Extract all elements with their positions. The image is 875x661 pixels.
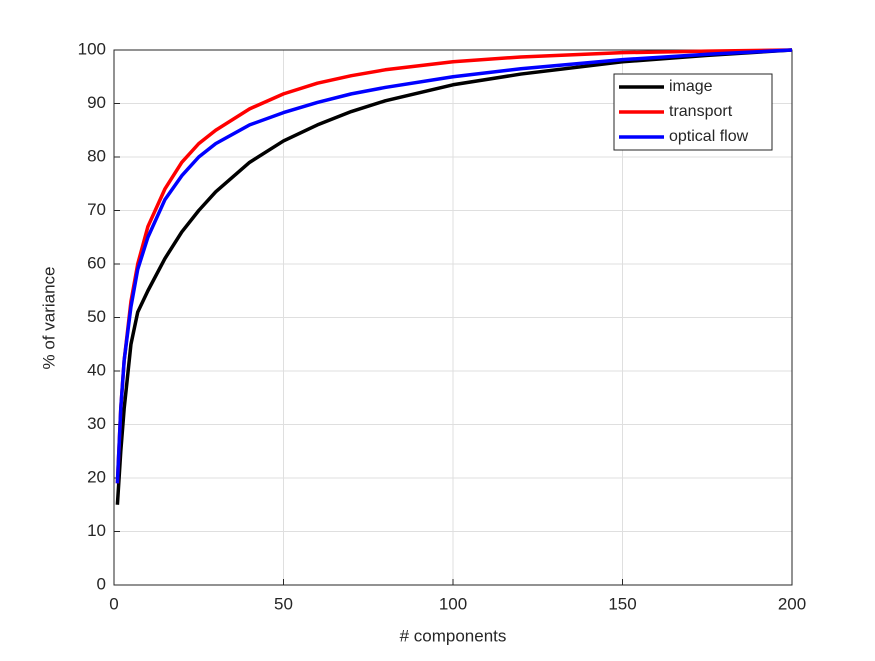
x-tick-label: 150 [608,594,636,613]
legend-label: transport [669,103,733,120]
line-series [115,48,793,505]
x-tick-label: 100 [439,594,467,613]
y-tick-label: 70 [87,200,106,219]
x-tick-label: 50 [274,594,293,613]
legend: image transport optical flow [613,73,773,151]
legend-label: image [669,78,713,95]
y-tick-label: 100 [78,39,106,58]
x-tick-label: 0 [109,594,118,613]
y-tick-label: 0 [97,574,106,593]
y-tick-label: 80 [87,146,106,165]
y-tick-label: 90 [87,93,106,112]
x-tick-label: 200 [778,594,806,613]
line-series [115,48,793,484]
y-tick-label: 40 [87,360,106,379]
y-tick-label: 50 [87,307,106,326]
y-tick-label: 30 [87,414,106,433]
y-tick-label: 10 [87,521,106,540]
axes-box [113,49,793,586]
y-axis-label: % of variance [39,267,58,370]
y-tick-label: 60 [87,253,106,272]
legend-label: optical flow [669,128,749,145]
x-axis-label: # components [400,626,507,645]
y-tick-label: 20 [87,467,106,486]
